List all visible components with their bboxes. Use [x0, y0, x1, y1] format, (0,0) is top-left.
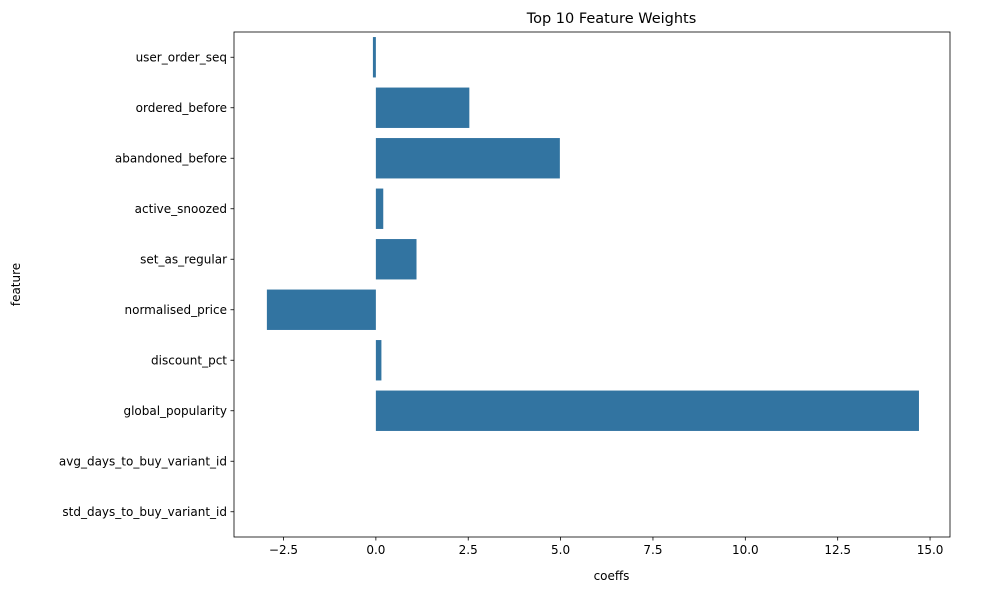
y-tick-label: abandoned_before: [115, 151, 227, 165]
y-tick-label: ordered_before: [136, 101, 227, 115]
x-tick-label: 10.0: [732, 543, 759, 557]
y-tick-label: avg_days_to_buy_variant_id: [59, 454, 227, 468]
x-tick-label: 0.0: [366, 543, 385, 557]
x-tick-label: 12.5: [824, 543, 851, 557]
y-tick-label: set_as_regular: [140, 252, 227, 266]
bar-global_popularity: [375, 390, 919, 431]
y-tick-label: active_snoozed: [135, 202, 227, 216]
y-tick-label: discount_pct: [151, 353, 227, 367]
x-axis-label: coeffs: [594, 569, 630, 583]
bar-active_snoozed: [375, 188, 384, 229]
y-axis-label: feature: [9, 263, 23, 306]
y-tick-label: user_order_seq: [136, 50, 227, 64]
chart-title: Top 10 Feature Weights: [526, 11, 697, 27]
bars-group: [266, 37, 919, 431]
bar-set_as_regular: [375, 239, 417, 280]
x-tick-label: 15.0: [917, 543, 944, 557]
bar-discount_pct: [375, 340, 382, 381]
x-tick-label: 7.5: [643, 543, 662, 557]
x-tick-label: 2.5: [459, 543, 478, 557]
x-axis-ticks: −2.5 0.0 2.5 5.0 7.5 10.0 12.5 15.0: [269, 537, 943, 557]
bar-normalised_price: [266, 289, 376, 330]
plot-frame: [233, 31, 951, 538]
bar-ordered_before: [375, 87, 470, 128]
y-tick-label: std_days_to_buy_variant_id: [62, 505, 227, 519]
bar-abandoned_before: [375, 138, 560, 179]
x-tick-label: 5.0: [551, 543, 570, 557]
x-tick-label: −2.5: [269, 543, 298, 557]
y-tick-label: global_popularity: [123, 404, 227, 418]
bar-user_order_seq: [372, 37, 376, 78]
y-tick-label: normalised_price: [125, 303, 228, 317]
y-axis-ticks: user_order_seq ordered_before abandoned_be…: [59, 50, 234, 519]
